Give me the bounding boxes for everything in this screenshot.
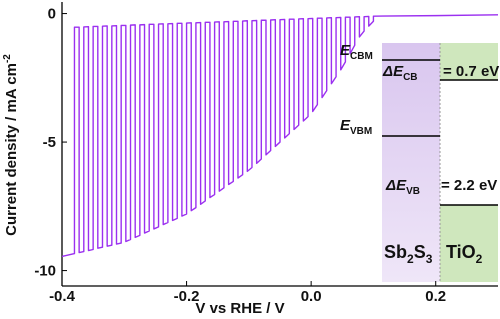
material-label: Sb2S3 [384,242,433,266]
vb-offset-label-sub: VB [406,186,420,197]
y-tick-label: -5 [43,134,56,151]
vb-offset-label: ΔEVB [385,177,420,197]
x-tick-label: 0.2 [425,288,446,305]
cb-offset-label-main: ΔE [382,63,404,80]
x-tick-label: 0.0 [301,288,322,305]
tio2-cb-region [440,43,498,80]
current-trace [61,14,499,258]
material-sub: 3 [426,252,433,266]
evbm-label-main: E [340,117,351,134]
ecbm-label-main: E [340,42,351,59]
x-tick-label: -0.4 [49,288,76,305]
material-sub: 2 [476,252,483,266]
x-axis-label: V vs RHE / V [195,300,284,317]
x-tick-label: -0.2 [174,288,200,305]
cb-offset-label: ΔECB [382,63,418,83]
y-tick-label: -10 [34,263,56,280]
y-tick-label: 0 [48,6,56,23]
cb-offset-label-sub: CB [403,72,417,83]
evbm-label-sub: VBM [350,126,372,137]
y-axis-label: Current density / mA cm-2 [2,54,20,236]
material-main: TiO [446,242,476,262]
vb-offset-value: = 2.2 eV [441,177,497,194]
ecbm-label: ECBM [340,42,373,62]
tio2-vb-region [440,205,498,282]
y-axis-label-sup: -2 [2,54,13,63]
y-axis-label-text: Current density / mA cm [3,63,20,236]
cb-offset-value: = 0.7 eV [443,63,499,80]
ecbm-label-sub: CBM [350,51,373,62]
material-sub: 2 [407,252,414,266]
material-main: Sb [384,242,407,262]
vb-offset-label-main: ΔE [385,177,407,194]
material-label: TiO2 [446,242,483,266]
material-main: S [414,242,426,262]
sb2s3-band [382,43,440,282]
evbm-label: EVBM [340,117,372,137]
